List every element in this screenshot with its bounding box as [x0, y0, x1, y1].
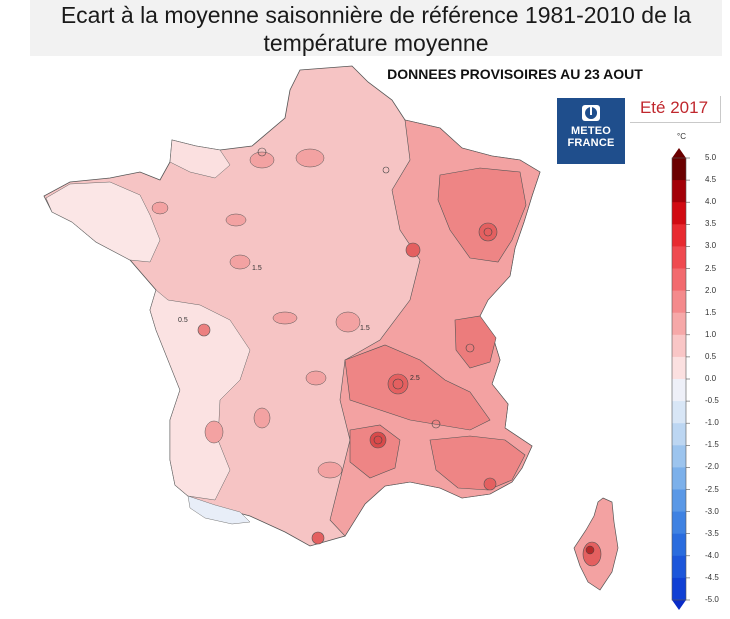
ring	[431, 419, 441, 429]
legend-tick-label: -0.5	[705, 396, 719, 406]
legend-tick-label: -5.0	[705, 595, 719, 604]
legend-tick-label: 0.5	[705, 351, 717, 361]
legend-segment	[672, 401, 686, 424]
zone-southeast-2-0	[429, 435, 526, 491]
legend-segment	[672, 202, 686, 225]
legend-tick-label: 3.5	[705, 219, 717, 229]
zone-center-east-2-0	[344, 344, 491, 431]
legend-segment	[672, 423, 686, 446]
ring	[373, 435, 383, 445]
hotspot-roussillon	[311, 531, 325, 545]
legend-arrow-top	[672, 148, 686, 158]
hotspot-burgundy	[405, 242, 421, 258]
blob	[229, 254, 251, 270]
legend-tick-label: 2.0	[705, 285, 717, 295]
ring	[392, 378, 404, 390]
ring	[465, 343, 475, 353]
legend-tick-label: -1.0	[705, 418, 719, 428]
legend-tick-label: 4.5	[705, 175, 717, 185]
legend-segment	[672, 180, 686, 203]
ring	[382, 166, 390, 174]
legend-tick-label: -3.5	[705, 528, 719, 538]
legend-segment	[672, 467, 686, 490]
legend-tick-label: 0.0	[705, 374, 717, 383]
ring	[257, 147, 267, 157]
blob	[225, 213, 247, 227]
blob	[317, 461, 343, 479]
legend-tick-label: 1.5	[705, 307, 717, 317]
map-title-line-1: Ecart à la moyenne saisonnière de référe…	[60, 2, 692, 28]
legend-colorbar	[671, 148, 690, 610]
contour-label-1-5: 1.5	[252, 265, 262, 272]
contour-label-2-5: 2.5	[410, 375, 420, 382]
blob	[335, 311, 361, 333]
legend-segment	[672, 158, 686, 181]
legend-unit: °C	[677, 132, 686, 141]
blob	[295, 148, 325, 168]
legend-tick-label: -4.0	[705, 550, 719, 560]
legend-tick-label: -2.0	[705, 462, 719, 472]
zone-alps-2-0	[454, 315, 497, 369]
legend-segment	[672, 577, 686, 601]
legend-arrow-bottom	[672, 600, 686, 610]
zone-languedoc-2-0	[349, 424, 401, 479]
legend-segment	[672, 489, 686, 513]
blob	[305, 370, 327, 386]
meteo-france-emblem-icon	[582, 105, 600, 121]
blob	[272, 311, 298, 325]
blob	[204, 420, 224, 444]
title-band	[30, 0, 722, 56]
zone-northeast-2-0	[437, 167, 527, 263]
blob	[151, 201, 169, 215]
zone-pyrenees-cool	[187, 495, 251, 525]
contour-label-0-5: 0.5	[178, 317, 188, 324]
legend-segment	[672, 334, 686, 358]
corsica-ring	[585, 545, 595, 555]
legend-tick-label: -2.5	[705, 484, 719, 494]
legend-segment	[672, 356, 686, 380]
legend-tick-label: 3.0	[705, 241, 717, 251]
ring	[483, 227, 493, 237]
legend-tick-label: 5.0	[705, 153, 717, 162]
season-label: Eté 2017	[639, 98, 709, 117]
zone-brittany-pale	[45, 181, 161, 263]
legend-tick-label: 4.0	[705, 197, 717, 207]
meteo-france-logo: METEO FRANCE	[557, 98, 625, 164]
zone-channel-pale	[169, 139, 231, 179]
legend-segment	[672, 511, 686, 535]
blob	[253, 407, 271, 429]
legend-tick-label: 2.5	[705, 263, 717, 273]
legend-segment	[672, 290, 686, 314]
logo-text-line-1: METEO	[570, 125, 612, 137]
legend-segment	[672, 533, 686, 557]
logo-text-line-2: FRANCE	[567, 137, 615, 149]
zone-atlantic-pale	[149, 289, 251, 501]
legend-tick-label: 1.0	[705, 329, 717, 339]
legend-tick-label: -4.5	[705, 572, 719, 582]
legend-segment	[672, 268, 686, 292]
legend-segment	[672, 445, 686, 468]
hotspot-alsace	[478, 222, 498, 242]
legend-tick-label: -1.5	[705, 440, 719, 450]
contour-label-1-5-b: 1.5	[360, 325, 370, 332]
legend-segment	[672, 246, 686, 269]
legend-segment	[672, 555, 686, 579]
legend-segment	[672, 224, 686, 247]
hotspot-cevennes	[369, 431, 387, 449]
season-box: Eté 2017	[630, 96, 721, 123]
contour-blobs	[151, 148, 361, 479]
legend-segment	[672, 312, 686, 336]
contour-rings	[257, 147, 493, 445]
hotspot-rhone	[387, 373, 409, 395]
blob	[249, 151, 275, 169]
corsica-hotspot	[582, 541, 602, 567]
hotspot-provence	[483, 477, 497, 491]
map-title-line-2: température moyenne	[263, 30, 489, 56]
legend-segment	[672, 379, 686, 402]
hotspot-vendee	[197, 323, 211, 337]
provisional-data-notice: DONNEES PROVISOIRES AU 23 AOUT	[387, 66, 643, 82]
legend-tick-label: -3.0	[705, 506, 719, 516]
